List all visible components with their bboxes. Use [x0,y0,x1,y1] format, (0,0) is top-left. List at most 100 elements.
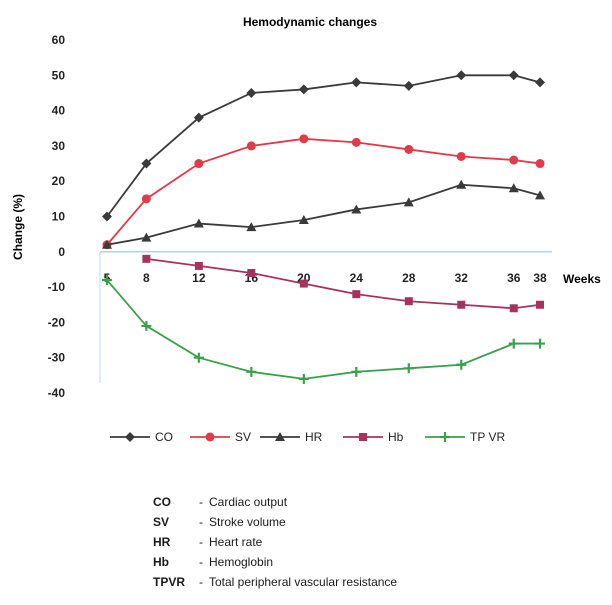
abbreviation-key: SV [153,515,170,529]
y-tick-label: 0 [58,245,65,259]
series-hr [102,179,545,249]
series-co [102,70,545,222]
hr-point [535,190,545,200]
hr-point [403,197,414,207]
co-point [456,70,467,81]
y-tick-label: -20 [48,315,66,329]
chart-title: Hemodynamic changes [243,15,377,29]
co-point [102,211,112,222]
tpvr-point [351,366,362,377]
legend-swatch-marker [359,433,367,441]
x-tick-label: 38 [533,271,547,285]
y-tick-label: -40 [48,386,66,400]
hb-point [299,279,308,288]
abbreviation-key: TPVR [153,575,186,589]
tpvr-point [535,338,545,349]
sv-point [509,155,519,165]
hemodynamic-chart: Hemodynamic changes Change (%) -40 -30 -20… [11,15,601,444]
y-tick-label: 30 [52,139,66,153]
tpvr-point [193,352,204,363]
y-tick-label: 20 [52,174,66,188]
series-sv [102,134,545,250]
x-tick-label: 8 [143,271,150,285]
legend-swatch-marker [440,432,450,442]
legend-swatch-marker [125,432,135,442]
abbreviation-separator: - [199,575,203,589]
tpvr-point [102,275,112,286]
y-tick-labels: -40 -30 -20 -10 0 10 20 30 40 50 60 [48,33,66,400]
legend-item-co: CO [110,430,173,444]
hb-point [457,300,466,309]
hr-point [102,239,112,249]
hb-point [404,297,413,306]
sv-point [141,194,151,204]
series-tpvr [102,275,545,384]
co-point [535,77,545,88]
sv-point [246,141,256,151]
legend-label: Hb [388,430,404,444]
abbreviation-description: Total peripheral vascular resistance [209,575,398,589]
sv-line [106,137,541,246]
abbreviation-row: Hb - Hemoglobin [153,552,397,572]
hb-point [194,261,203,270]
legend-item-sv: SV [190,430,251,444]
hb-point [536,300,544,309]
abbreviation-description: Cardiac output [209,495,288,509]
abbreviation-list: CO - Cardiac output SV - Stroke volume HR - Hear… [153,492,397,592]
y-tick-label: -30 [48,351,66,365]
sv-point [351,137,361,147]
x-tick-label: 32 [455,271,469,285]
co-point [141,158,152,169]
y-tick-label: -10 [48,280,66,294]
sv-point [404,144,414,154]
hr-point [193,218,204,228]
abbreviation-separator: - [199,555,203,569]
y-tick-label: 40 [52,104,66,118]
y-tick-label: 50 [52,68,66,82]
hr-line [106,183,541,246]
y-tick-label: 10 [52,210,66,224]
abbreviation-separator: - [199,495,203,509]
y-axis-label: Change (%) [11,194,25,260]
hb-point [142,254,151,263]
hr-point [141,232,152,242]
tpvr-point [246,366,257,377]
legend-item-hr: HR [260,430,323,444]
legend-label: SV [235,430,251,444]
abbreviation-row: HR - Heart rate [153,532,397,552]
co-point [298,84,309,95]
abbreviation-separator: - [199,535,203,549]
abbreviation-key: Hb [153,555,169,569]
legend-swatch-marker [275,432,285,441]
legend-item-hb: Hb [343,430,404,444]
series-hb [142,254,544,313]
abbreviation-row: TPVR - Total peripheral vascular resistanc… [153,572,397,592]
abbreviation-key: CO [153,495,171,509]
tpvr-point [141,320,152,331]
hb-point [352,290,361,299]
abbreviation-description: Stroke volume [209,515,286,529]
abbreviation-description: Hemoglobin [209,555,274,569]
legend: CO SV HR Hb TP VR [110,430,505,444]
co-point [246,87,257,98]
tpvr-line [106,279,540,380]
abbreviation-key: HR [153,535,171,549]
legend-swatch-marker [205,432,215,442]
tpvr-point [298,373,309,384]
x-tick-labels: 5 8 12 16 20 24 28 32 36 38 [104,271,547,285]
co-point [351,77,362,88]
sv-point [456,151,466,161]
legend-label: CO [155,430,173,444]
sv-point [299,134,309,144]
x-tick-label: 12 [192,271,206,285]
hr-point [351,204,362,214]
tpvr-point [456,359,467,370]
co-point [193,112,204,123]
series-layer [102,70,545,384]
tpvr-point [508,338,519,349]
co-point [403,80,414,91]
x-tick-label: 24 [350,271,364,285]
abbreviation-row: SV - Stroke volume [153,512,397,532]
legend-item-tpvr: TP VR [425,430,505,444]
x-axis-label: Weeks [563,272,601,286]
